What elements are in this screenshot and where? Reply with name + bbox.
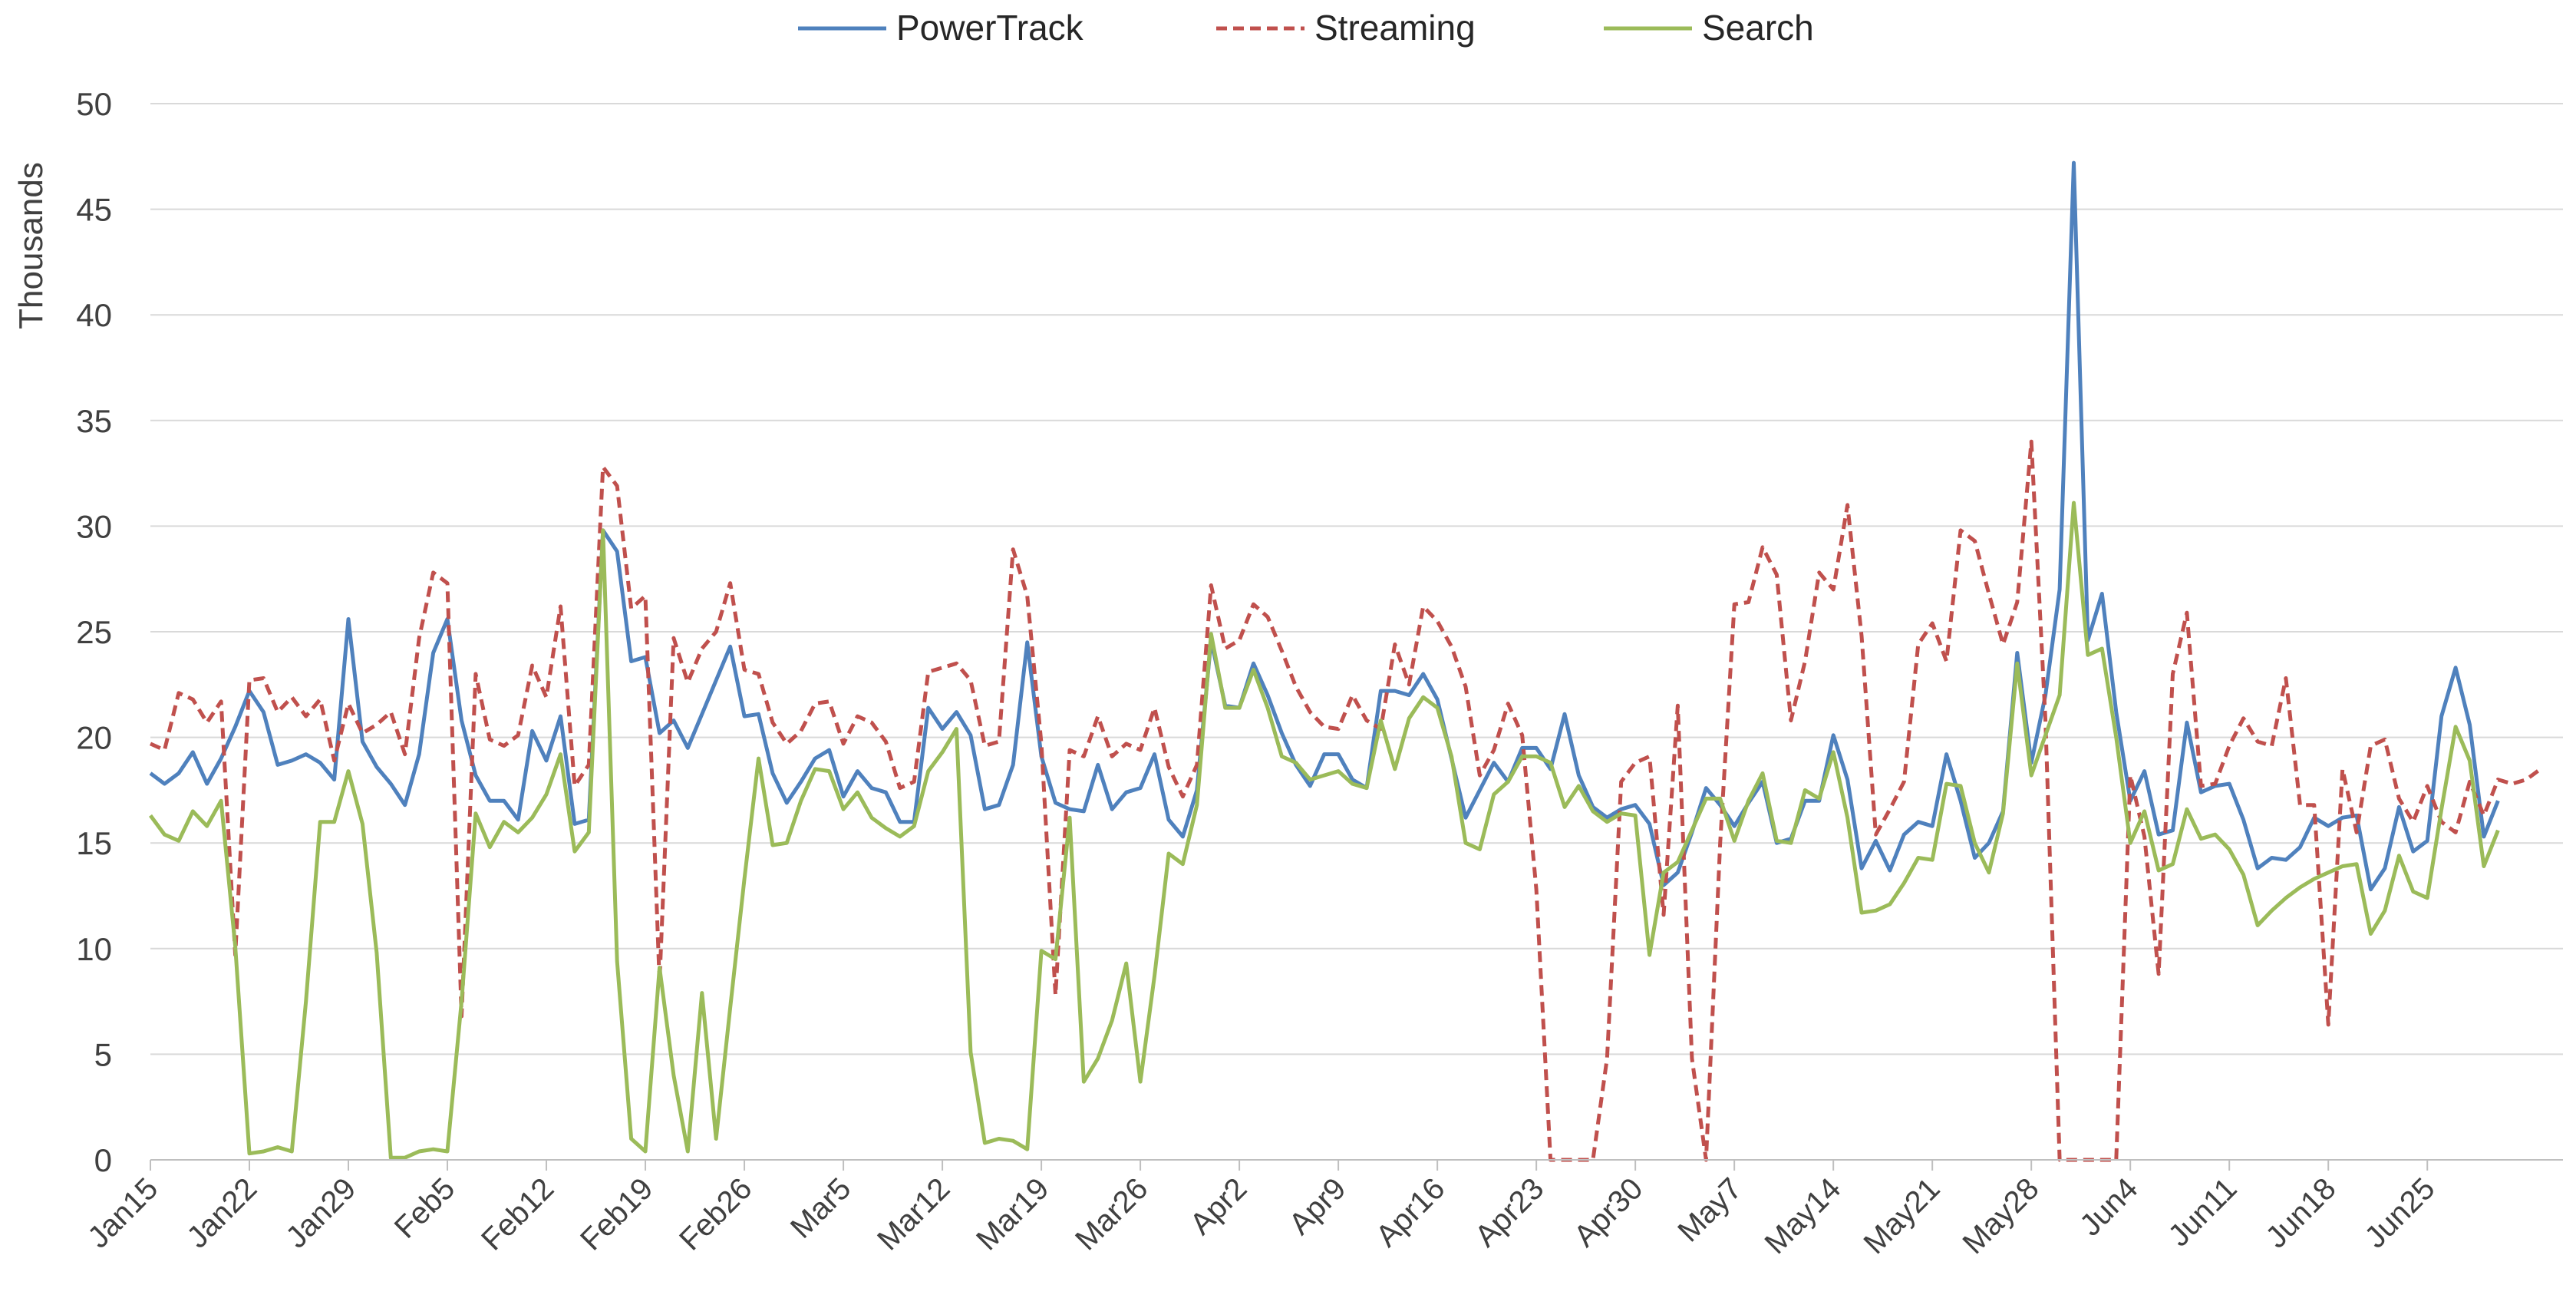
series-line-streaming	[149, 439, 2542, 1162]
legend: PowerTrack Streaming Search	[798, 8, 1814, 48]
x-tick-label: Mar19	[970, 1171, 1055, 1257]
x-tick-label: Feb5	[388, 1171, 462, 1245]
y-tick-label: 40	[76, 297, 112, 333]
y-tick-label: 30	[76, 508, 112, 544]
legend-label: Search	[1702, 8, 1814, 48]
x-tick-label: Mar12	[871, 1171, 956, 1257]
x-tick-label: Apr9	[1283, 1171, 1353, 1241]
y-tick-label: 25	[76, 614, 112, 650]
legend-item-powertrack: PowerTrack	[798, 8, 1084, 48]
legend-label: PowerTrack	[896, 8, 1084, 48]
series-lines	[148, 160, 2542, 1162]
x-tick-label: Jan15	[81, 1171, 164, 1254]
x-tick-label: Apr30	[1568, 1171, 1650, 1254]
y-tick-label: 35	[76, 403, 112, 439]
x-tick-label: Apr2	[1184, 1171, 1254, 1241]
x-tick-label: Jan22	[180, 1171, 263, 1254]
x-tick-label: Jun4	[2073, 1171, 2144, 1242]
series-line-powertrack	[149, 160, 2500, 892]
x-tick-label: Feb26	[673, 1171, 758, 1257]
legend-label: Streaming	[1314, 8, 1476, 48]
y-tick-label: 0	[94, 1142, 112, 1178]
x-tick-label: May28	[1957, 1171, 2046, 1260]
x-tick-label: Apr23	[1469, 1171, 1551, 1254]
x-tick-label: Jan29	[279, 1171, 362, 1254]
x-tick-label: Feb12	[475, 1171, 560, 1257]
x-tick-label: Jun11	[2162, 1171, 2243, 1253]
legend-item-search: Search	[1604, 8, 1814, 48]
x-tick-label: May21	[1858, 1171, 1947, 1260]
y-tick-label: 5	[94, 1036, 112, 1072]
x-axis	[150, 1159, 2563, 1171]
y-tick-label: 10	[76, 931, 112, 967]
y-axis-tick-labels: 0 5 10 15 20 25 30 35 40 45 50	[76, 86, 112, 1178]
x-tick-label: Jun25	[2358, 1171, 2441, 1254]
x-tick-label: Jun18	[2259, 1171, 2342, 1254]
x-tick-label: Apr16	[1370, 1171, 1452, 1254]
legend-item-streaming: Streaming	[1216, 8, 1476, 48]
y-axis-label: Thousands	[12, 162, 50, 329]
gridlines	[150, 103, 2563, 1055]
x-tick-label: Feb19	[574, 1171, 659, 1257]
x-tick-label: Mar5	[784, 1171, 858, 1245]
y-tick-label: 15	[76, 825, 112, 861]
series-line-search	[148, 500, 2500, 1160]
x-tick-label: Mar26	[1069, 1171, 1154, 1257]
y-tick-label: 50	[76, 86, 112, 122]
y-tick-label: 20	[76, 720, 112, 756]
x-tick-label: May7	[1671, 1171, 1748, 1248]
x-axis-tick-labels: Jan15 Jan22 Jan29 Feb5 Feb12 Feb19 Feb26 Mar5 Ma…	[81, 1171, 2441, 1260]
y-tick-label: 45	[76, 192, 112, 228]
x-tick-label: May14	[1759, 1171, 1848, 1260]
